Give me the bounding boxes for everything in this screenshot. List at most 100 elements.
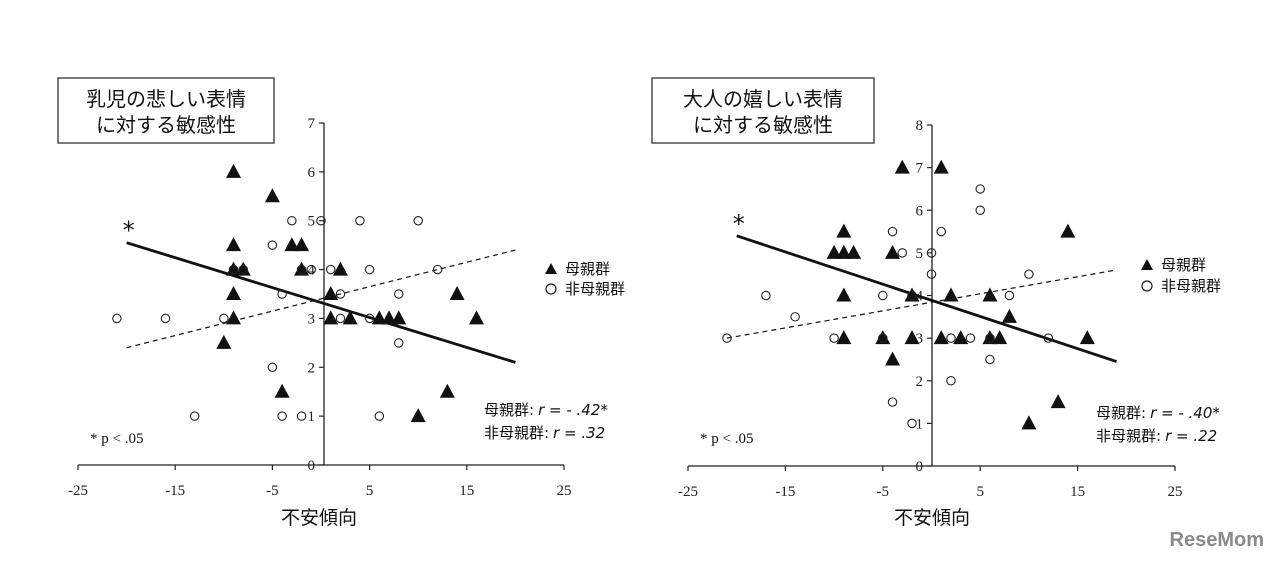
data-points: [722, 159, 1095, 430]
point-mother: [992, 330, 1008, 345]
fit-lines: *: [726, 210, 1118, 363]
legend-label-mother: 母親群: [565, 260, 610, 278]
stat-r-nonmother: r = .22: [1165, 427, 1217, 445]
y-tick-label: 3: [916, 331, 924, 347]
point-nonmother: [228, 264, 239, 275]
point-nonmother: [267, 362, 278, 373]
point-nonmother: [975, 184, 985, 194]
x-tick-label: 15: [459, 483, 474, 499]
point-nonmother: [761, 290, 771, 301]
point-mother: [264, 188, 280, 203]
point-nonmother: [374, 411, 385, 421]
y-tick-label: 1: [308, 409, 316, 425]
point-mother: [904, 330, 920, 345]
point-mother: [469, 310, 485, 325]
y-tick-label: 2: [308, 360, 316, 376]
point-nonmother: [790, 312, 800, 322]
x-tick-label: -25: [678, 484, 698, 500]
point-nonmother: [394, 338, 404, 348]
point-nonmother: [277, 289, 287, 299]
point-nonmother: [907, 418, 917, 429]
point-mother: [933, 159, 949, 174]
point-nonmother: [335, 313, 346, 324]
chart-panel-happy-adult: 大人の嬉しい表情 に対する敏感性 -25-15-551525012345678 …: [651, 77, 1221, 529]
point-nonmother: [277, 411, 287, 421]
point-mother: [836, 244, 852, 259]
point-mother: [439, 383, 455, 398]
stat-r-mother: r = - .42*: [538, 401, 608, 419]
point-mother: [284, 237, 300, 252]
x-tick-label: -5: [266, 483, 279, 499]
point-mother: [953, 330, 969, 345]
point-mother: [216, 334, 232, 349]
title-box: [57, 77, 275, 144]
point-nonmother: [364, 313, 375, 324]
legend-label-mother: 母親群: [1161, 256, 1206, 274]
point-nonmother: [965, 333, 976, 343]
point-mother: [342, 310, 358, 325]
stats-block: 母親群: r = - .42* 非母親群: r = .32: [484, 401, 608, 442]
point-nonmother: [160, 313, 171, 324]
point-nonmother: [926, 269, 937, 279]
point-nonmother: [112, 313, 122, 324]
legend-triangle-marker: [1141, 259, 1153, 270]
legend-circle-marker: [545, 283, 557, 295]
point-mother: [332, 261, 348, 276]
regression-line-nonmother: [126, 249, 516, 349]
legend: 母親群 非母親群: [545, 260, 625, 298]
point-nonmother: [936, 226, 946, 237]
point-nonmother: [335, 289, 346, 299]
point-nonmother: [306, 264, 317, 275]
regression-line-mother: [126, 241, 516, 364]
x-tick-label: -15: [775, 484, 795, 500]
chart-title-line-1: 乳児の悲しい表情: [86, 87, 246, 111]
point-mother: [933, 330, 949, 345]
point-mother: [381, 310, 397, 325]
axes: -25-15-551525012345678: [678, 118, 1183, 500]
point-mother: [410, 408, 426, 423]
point-mother: [226, 163, 242, 178]
legend-circle-marker: [1141, 280, 1153, 292]
point-mother: [1079, 330, 1095, 345]
chart-panel-sad-infant: 乳児の悲しい表情 に対する敏感性 -25 -15 -5 5 15 25 0 1 2 3 4 5 6 7 *…: [57, 77, 625, 529]
y-tick-label: 7: [308, 116, 316, 132]
fit-lines: *: [123, 217, 516, 364]
y-tick-label: 8: [916, 118, 924, 134]
axes: -25 -15 -5 5 15 25 0 1 2 3 4 5 6 7: [68, 116, 572, 499]
stat-group-mother: 母親群:: [484, 401, 534, 419]
point-mother: [836, 330, 852, 345]
x-axis-label: 不安傾向: [894, 507, 970, 529]
point-mother: [1021, 415, 1037, 430]
stat-line-nonmother: 非母親群: r = .22: [1096, 427, 1217, 445]
x-tick-label: -25: [68, 483, 88, 499]
legend-label-nonmother: 非母親群: [1161, 277, 1221, 295]
significance-note: * p < .05: [90, 431, 143, 447]
x-tick-label: 25: [1168, 484, 1183, 500]
data-points: [112, 163, 485, 423]
point-nonmother: [887, 397, 898, 407]
y-tick-label: 5: [308, 214, 316, 230]
point-mother: [274, 383, 290, 398]
chart-title-line-1: 大人の嬉しい表情: [683, 87, 843, 111]
point-nonmother: [985, 354, 995, 365]
point-nonmother: [1024, 269, 1034, 279]
legend: 母親群 非母親群: [1141, 256, 1221, 295]
legend-label-nonmother: 非母親群: [565, 280, 625, 298]
point-nonmother: [413, 215, 423, 226]
watermark-logo: ReseMom: [1170, 529, 1264, 551]
stat-group-nonmother: 非母親群:: [484, 424, 549, 442]
point-nonmother: [189, 411, 200, 421]
y-tick-label: 6: [308, 165, 316, 181]
stat-group-mother: 母親群:: [1096, 404, 1146, 422]
point-nonmother: [897, 248, 908, 258]
y-tick-label: 0: [308, 458, 316, 474]
point-nonmother: [878, 333, 888, 343]
y-tick-label: 5: [916, 246, 924, 262]
point-nonmother: [287, 215, 297, 226]
x-axis-label: 不安傾向: [281, 507, 357, 529]
point-nonmother: [364, 264, 375, 275]
point-nonmother: [829, 333, 839, 343]
regression-line-mother: [736, 234, 1118, 363]
regression-line-nonmother: [726, 269, 1117, 339]
